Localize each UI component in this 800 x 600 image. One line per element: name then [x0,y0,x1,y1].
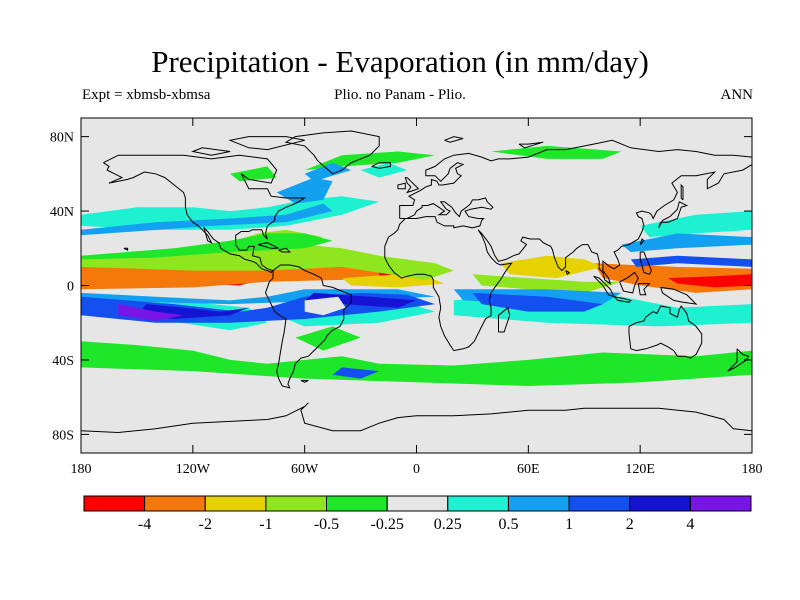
map-axes: 80N 40N 0 40S 80S 180 120W 60W 0 60E 120E 180 [50,118,763,477]
contour-region [81,341,752,386]
colorbar-swatch [447,495,509,512]
contour-region [230,166,277,182]
coastline [639,238,645,245]
contour-region [276,177,333,204]
contour-region [304,296,346,316]
coastlines [81,130,752,434]
colorbar-label: 4 [686,516,694,533]
page-title: Precipitation - Evaporation (in mm/day) [151,44,649,79]
coastline [518,141,544,149]
coastline [397,182,406,190]
comparison-label: Plio. no Panam - Plio. [334,87,466,103]
x-tick-label: 180 [71,462,92,477]
season-label: ANN [720,87,754,103]
colorbar-label: -0.5 [314,516,339,533]
coastline [123,247,129,251]
coastline [660,286,698,305]
colorbar-label: 0.5 [499,516,519,533]
colorbar-label: 1 [565,516,573,533]
coastline [565,270,571,276]
coastline [619,271,639,294]
contour-region [472,292,603,312]
coastline [191,147,231,156]
x-tick-label: 120W [176,462,211,477]
coastline [278,247,292,253]
contour-region [136,239,175,249]
coastline [404,177,420,194]
coastline [639,251,652,275]
x-tick-label: 120E [625,462,655,477]
colorbar-swatch [144,495,206,512]
x-tick-label: 180 [742,462,763,477]
y-tick-label: 80S [52,428,74,443]
coastline [228,136,305,151]
y-tick-label: 80N [50,131,74,146]
coastline [264,264,352,389]
colorbar-label: -2 [199,516,212,533]
coastline [103,154,307,274]
colorbar-swatch [568,495,631,512]
y-tick-label: 40S [52,354,74,369]
contour-region [81,244,454,280]
coastline [680,183,684,201]
y-tick-label: 0 [67,280,74,295]
contour-region [304,162,352,182]
coastline [257,242,279,249]
colorbar-label: 0.25 [434,516,462,533]
coastline [371,162,391,169]
colorbar-swatch [629,495,691,512]
contour-region [81,196,380,230]
colorbar-label: -4 [138,516,151,533]
contour-region [81,233,333,260]
coastline [628,305,703,359]
colorbar-swatch [326,495,388,512]
contour-region [295,326,361,351]
contour-region [668,274,752,288]
colorbar-swatch [265,495,327,512]
experiment-label: Expt = xbmsb-xbmsa [82,87,211,103]
contour-region [81,203,333,236]
x-tick-label: 60W [291,462,319,477]
colorbar-label: 2 [626,516,634,533]
colorbar-swatch [83,495,146,512]
coastline [498,306,511,333]
contour-region [630,255,752,267]
contour-region [500,255,603,279]
coastline [384,139,752,352]
contour-region [491,145,622,159]
x-tick-label: 0 [413,462,420,477]
colorbar-swatch [204,495,267,512]
coastline [284,130,380,175]
coastline [300,379,309,383]
contour-region [118,304,184,321]
contour-region [304,292,417,308]
coastline [613,296,632,303]
coastline [658,201,689,229]
contour-region [332,367,380,379]
x-tick-label: 60E [517,462,540,477]
colorbar-swatch [386,495,449,512]
coastline [637,283,651,296]
coastline [444,136,464,143]
contour-region [360,162,408,178]
contour-region [640,211,752,238]
colorbar-label: -0.25 [371,516,404,533]
contour-region [472,274,622,293]
coastline [727,348,750,372]
contour-region [621,233,752,252]
colorbar-label: -1 [259,516,272,533]
coastline [81,402,752,434]
colorbar-swatch [689,495,752,512]
y-tick-label: 40N [50,205,74,220]
colorbar: -4 -2 -1 -0.5 -0.25 0.25 0.5 1 2 4 [83,495,752,533]
colorbar-swatch [508,495,570,512]
